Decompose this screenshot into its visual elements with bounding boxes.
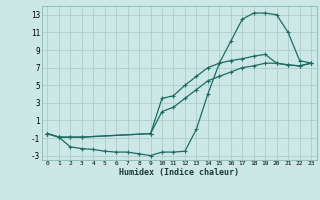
X-axis label: Humidex (Indice chaleur): Humidex (Indice chaleur)	[119, 168, 239, 177]
